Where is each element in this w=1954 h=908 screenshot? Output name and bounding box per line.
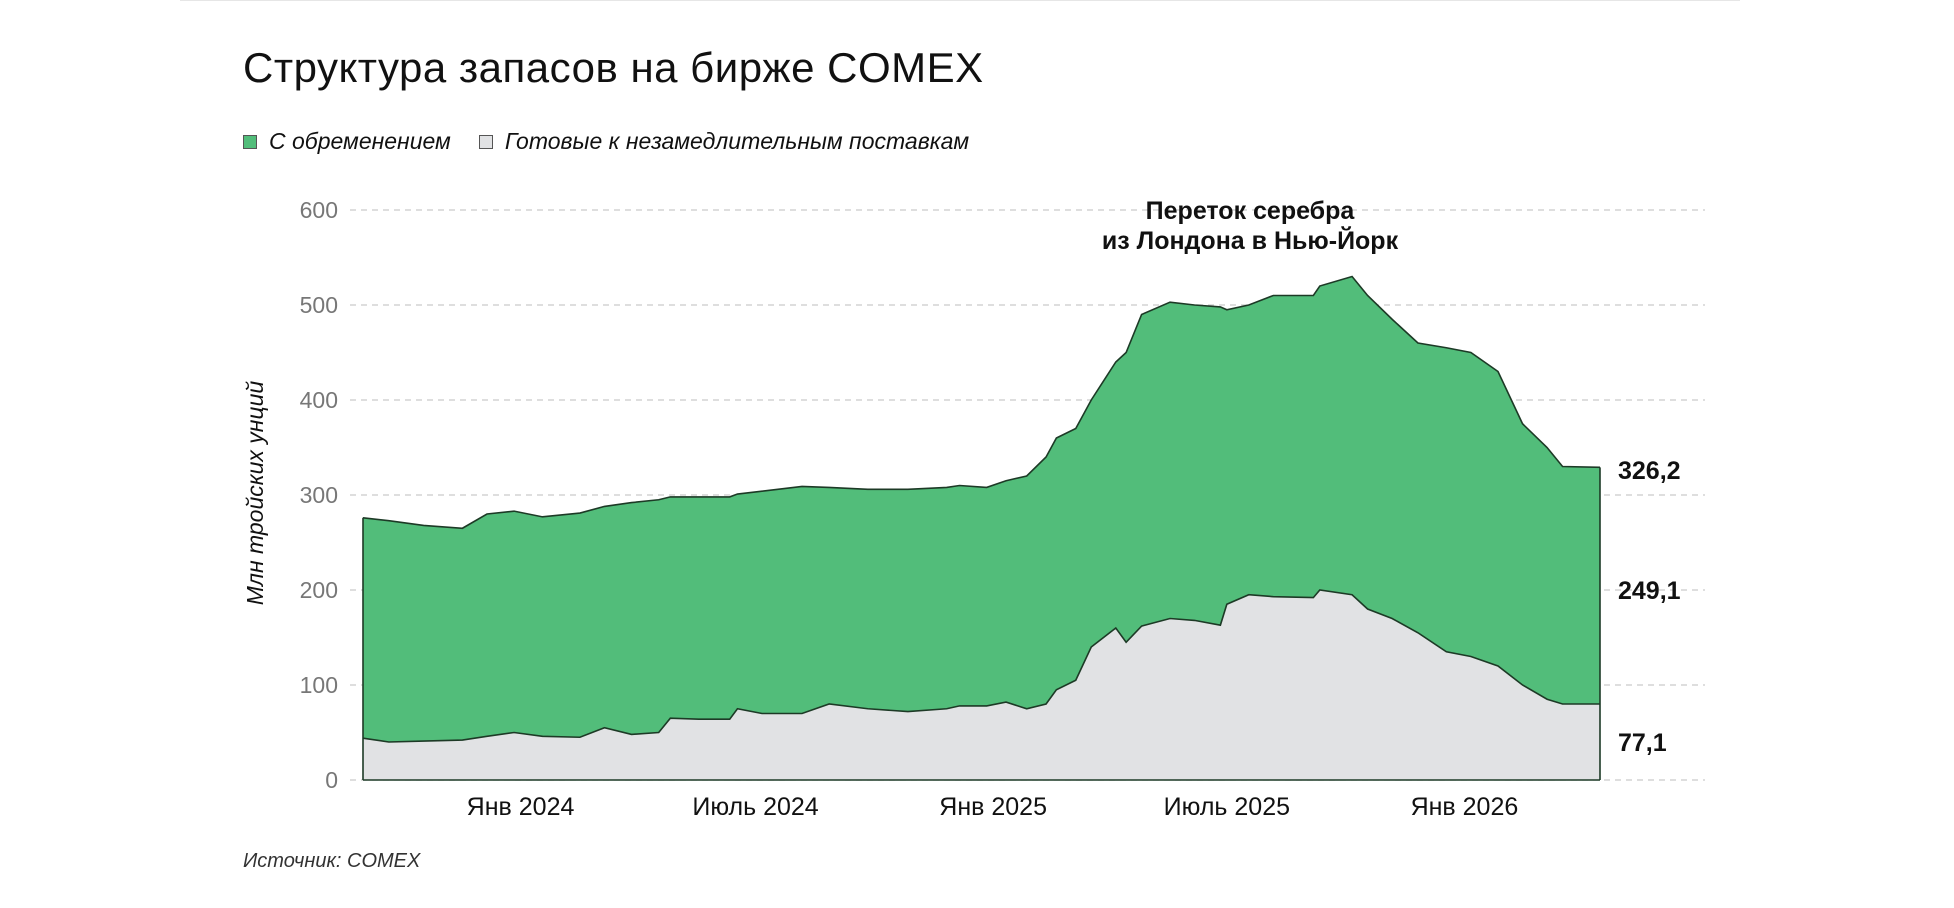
legend-swatch-ready	[478, 134, 493, 149]
line-total	[362, 275, 1601, 530]
y-tick-label-200: 200	[300, 577, 338, 603]
y-axis-title: Млн тройских унций	[242, 381, 268, 606]
annotation-line-1: Переток серебра	[1146, 197, 1356, 225]
x-tick-label-4: Янв 2026	[1411, 793, 1519, 821]
y-tick-label-300: 300	[300, 482, 338, 508]
legend-item-encumbered: С обременением	[243, 128, 451, 155]
y-tick-label-500: 500	[300, 292, 338, 318]
legend-label-encumbered: С обременением	[269, 128, 451, 154]
x-tick-label-3: Июль 2025	[1164, 793, 1290, 821]
y-tick-label-0: 0	[325, 767, 338, 793]
line-ready	[362, 589, 1600, 743]
areas	[362, 275, 1601, 781]
top-rule	[180, 0, 1740, 1]
end-labels: 326,2 249,1 77,1	[1618, 457, 1681, 757]
legend-label-ready: Готовые к незамедлительным поставкам	[504, 128, 970, 154]
chart-title: Структура запасов на бирже COMEX	[243, 44, 984, 91]
x-axis-ticks: Янв 2024 Июль 2024 Янв 2025 Июль 2025 Янв 20…	[467, 793, 1519, 821]
y-tick-label-600: 600	[300, 197, 338, 223]
legend-swatch-encumbered	[243, 134, 257, 149]
area-encumbered	[363, 276, 1600, 742]
source-note: Источник: COMEX	[243, 850, 421, 872]
annotation-line-2: из Лондона в Нью-Йорк	[1102, 225, 1399, 255]
x-tick-label-0: Янв 2024	[467, 793, 575, 821]
legend-item-ready: Готовые к незамедлительным поставкам	[478, 128, 970, 155]
x-tick-label-1: Июль 2024	[692, 793, 818, 821]
x-tick-label-2: Янв 2025	[939, 793, 1047, 821]
y-axis-ticks: 0 100 200 300 400 500 600	[300, 197, 338, 793]
area-ready	[363, 590, 1600, 780]
y-tick-label-400: 400	[300, 387, 338, 413]
y-tick-label-100: 100	[300, 672, 338, 698]
legend: С обременением Готовые к незамедлительны…	[243, 128, 997, 155]
end-label-2: 77,1	[1618, 729, 1667, 757]
end-label-1: 249,1	[1618, 577, 1681, 605]
end-label-0: 326,2	[1618, 457, 1681, 485]
